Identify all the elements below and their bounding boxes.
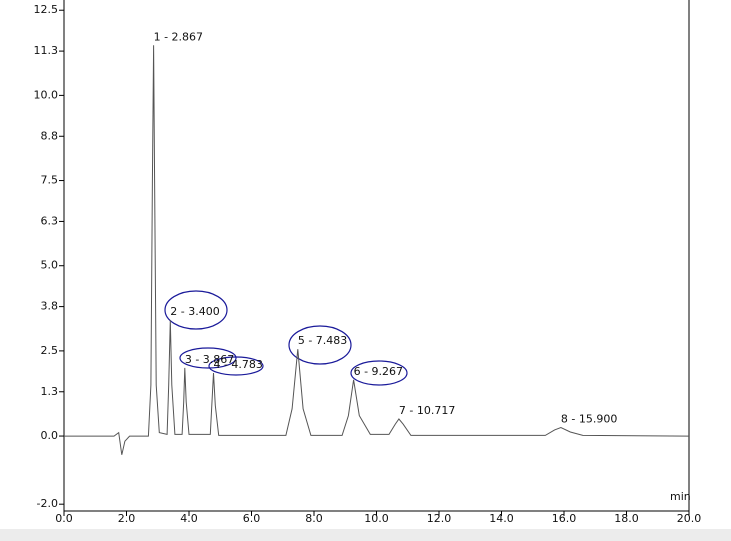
y-tick-label: 3.8 bbox=[41, 300, 59, 313]
y-tick-label: 7.5 bbox=[41, 174, 59, 187]
y-tick-label: 1.3 bbox=[41, 385, 59, 398]
circle bbox=[179, 347, 237, 369]
x-tick-label: 18.0 bbox=[614, 512, 639, 525]
x-axis-label: min bbox=[670, 490, 691, 503]
y-tick-label: -2.0 bbox=[37, 497, 58, 510]
hand-circles bbox=[164, 290, 408, 386]
peak-label: 4 - 4.783 bbox=[213, 358, 262, 371]
y-tick-label: 12.5 bbox=[34, 3, 59, 16]
circle bbox=[350, 360, 408, 386]
y-tick-label: 11.3 bbox=[34, 44, 59, 57]
y-tick-label: 0.0 bbox=[41, 429, 59, 442]
peak-label: 3 - 3.867 bbox=[185, 353, 234, 366]
y-tick-label: 8.8 bbox=[41, 129, 59, 142]
peak-label: 1 - 2.867 bbox=[154, 30, 203, 43]
x-tick-label: 8.0 bbox=[305, 512, 323, 525]
x-tick-label: 16.0 bbox=[552, 512, 577, 525]
y-tick-label: 2.5 bbox=[41, 344, 59, 357]
y-tick-label: 10.0 bbox=[34, 88, 59, 101]
peak-label: 2 - 3.400 bbox=[170, 305, 219, 318]
circle bbox=[208, 356, 264, 376]
x-tick-label: 0.0 bbox=[55, 512, 73, 525]
peak-label: 8 - 15.900 bbox=[561, 413, 617, 426]
x-tick-label: 2.0 bbox=[118, 512, 136, 525]
peak-label: 5 - 7.483 bbox=[298, 334, 347, 347]
x-tick-label: 20.0 bbox=[677, 512, 702, 525]
y-tick-label: 6.3 bbox=[41, 214, 59, 227]
x-tick-label: 4.0 bbox=[180, 512, 198, 525]
circle bbox=[164, 290, 228, 330]
circle bbox=[288, 325, 352, 365]
x-tick-label: 6.0 bbox=[243, 512, 261, 525]
peak-label: 7 - 10.717 bbox=[399, 404, 455, 417]
y-tick-label: 5.0 bbox=[41, 259, 59, 272]
x-tick-label: 10.0 bbox=[364, 512, 389, 525]
x-tick-label: 12.0 bbox=[427, 512, 452, 525]
peak-label: 6 - 9.267 bbox=[354, 365, 403, 378]
status-strip bbox=[0, 529, 731, 541]
trace bbox=[64, 45, 690, 455]
x-tick-label: 14.0 bbox=[489, 512, 514, 525]
